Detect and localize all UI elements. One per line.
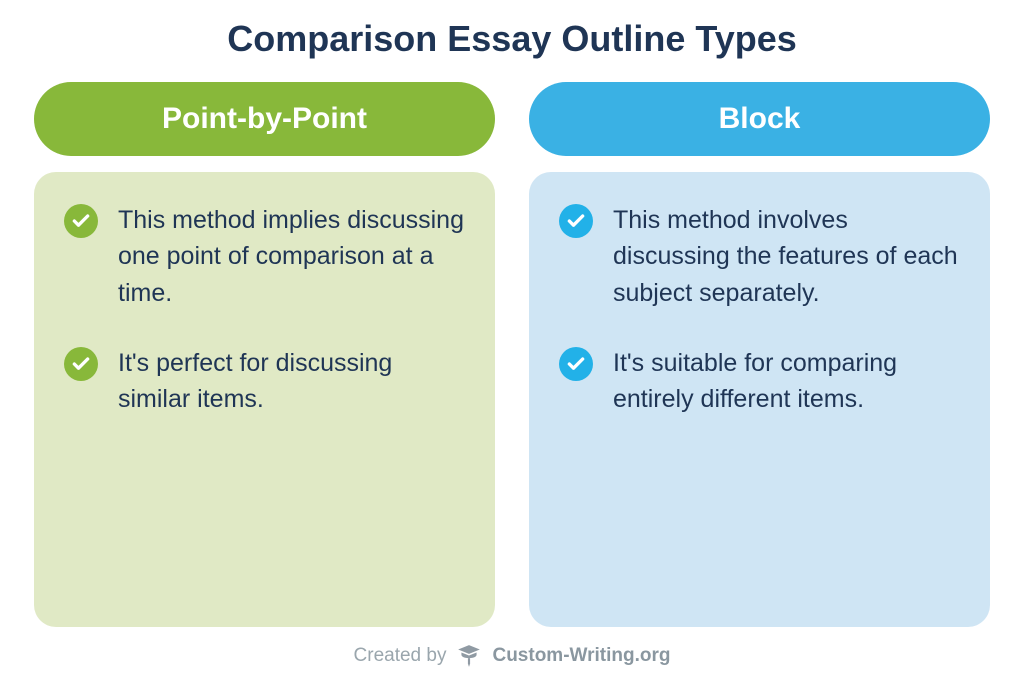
check-icon	[559, 204, 593, 238]
graduation-pen-icon	[456, 643, 482, 669]
content-box-left: This method implies discussing one point…	[34, 172, 495, 627]
item-text: It's suitable for comparing entirely dif…	[613, 345, 960, 418]
column-point-by-point: Point-by-Point This method implies discu…	[34, 82, 495, 627]
item-text: It's perfect for discussing similar item…	[118, 345, 465, 418]
header-pill-right: Block	[529, 82, 990, 156]
check-icon	[64, 204, 98, 238]
footer-attribution: Created by Custom-Writing.org	[34, 643, 990, 669]
footer-site-name: Custom-Writing.org	[492, 645, 670, 667]
header-pill-left: Point-by-Point	[34, 82, 495, 156]
list-item: This method implies discussing one point…	[64, 202, 465, 311]
list-item: This method involves discussing the feat…	[559, 202, 960, 311]
check-icon	[64, 347, 98, 381]
footer-created-by: Created by	[354, 645, 447, 667]
list-item: It's suitable for comparing entirely dif…	[559, 345, 960, 418]
list-item: It's perfect for discussing similar item…	[64, 345, 465, 418]
item-text: This method involves discussing the feat…	[613, 202, 960, 311]
item-text: This method implies discussing one point…	[118, 202, 465, 311]
content-box-right: This method involves discussing the feat…	[529, 172, 990, 627]
column-block: Block This method involves discussing th…	[529, 82, 990, 627]
page-title: Comparison Essay Outline Types	[34, 18, 990, 60]
comparison-columns: Point-by-Point This method implies discu…	[34, 82, 990, 627]
check-icon	[559, 347, 593, 381]
